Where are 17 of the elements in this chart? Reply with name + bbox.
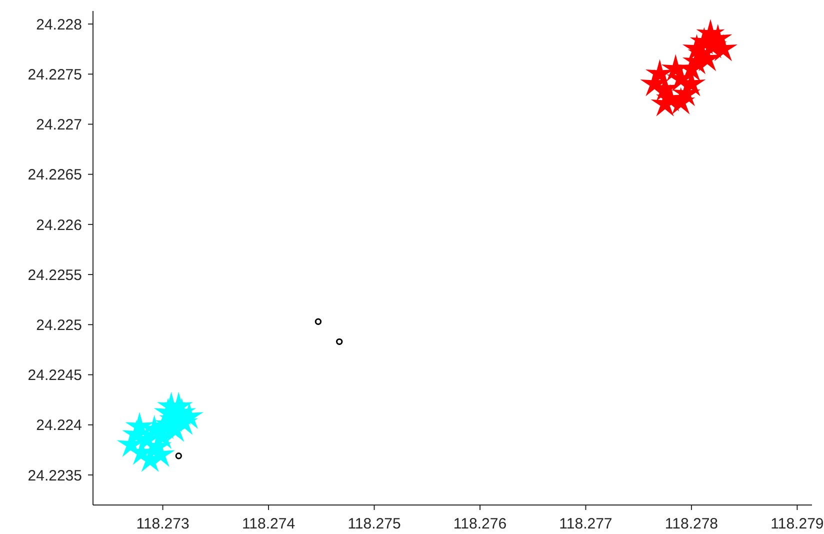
y-tick-label: 24.226 (36, 216, 82, 234)
y-tick-label: 24.228 (36, 16, 82, 34)
y-tick-label: 24.2235 (28, 467, 82, 484)
y-tick-label: 24.225 (36, 316, 82, 334)
x-tick-label: 118.278 (664, 516, 718, 533)
y-tick-label: 24.2265 (28, 166, 82, 184)
x-tick-label: 118.275 (348, 516, 401, 533)
x-tick-label: 118.273 (136, 516, 190, 533)
x-tick-label: 118.277 (559, 516, 612, 533)
x-tick-label: 118.279 (770, 516, 824, 533)
y-tick-label: 24.2255 (28, 266, 82, 284)
y-tick-label: 24.227 (36, 116, 82, 134)
y-tick-label: 24.224 (36, 417, 82, 434)
x-tick-label: 118.274 (242, 516, 296, 533)
y-tick-label: 24.2275 (28, 66, 82, 84)
x-tick-label: 118.276 (453, 516, 507, 533)
y-tick-label: 24.2245 (28, 367, 82, 384)
